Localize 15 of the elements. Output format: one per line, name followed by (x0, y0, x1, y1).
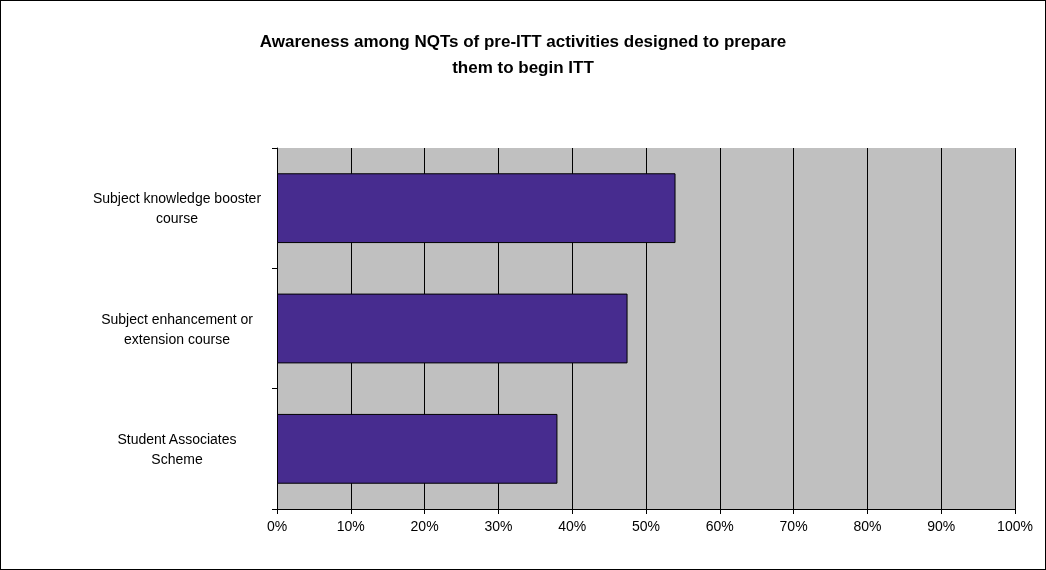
x-tick-label: 80% (853, 518, 882, 534)
chart-title: Awareness among NQTs of pre-ITT activities designed to prepare them to begin ITT (259, 31, 787, 77)
x-tick-label: 30% (484, 518, 513, 534)
x-tick-label: 50% (631, 518, 661, 534)
x-tick-label: 20% (410, 518, 439, 534)
x-tick-label: 40% (558, 518, 587, 534)
y-tick-label: Subject knowledge booster course (92, 190, 262, 227)
x-tick-label: 70% (779, 518, 808, 534)
x-tick-label: 100% (997, 518, 1033, 534)
x-tick-label: 60% (705, 518, 734, 534)
x-tick-label: 10% (336, 518, 365, 534)
x-tick-label: 0% (266, 518, 288, 534)
y-tick-label: Student Associates Scheme (117, 430, 237, 467)
y-tick-label: Subject enhancement or extension course (101, 310, 254, 347)
x-tick-label: 90% (927, 518, 956, 534)
